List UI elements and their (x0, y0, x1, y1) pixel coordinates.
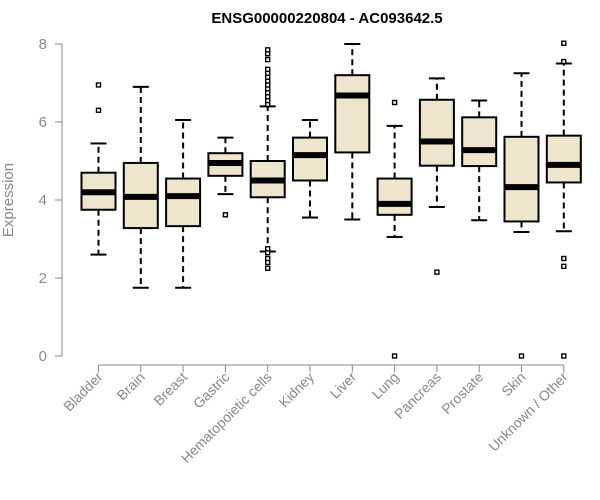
y-tick-label-6: 6 (39, 114, 47, 131)
outlier-point (265, 246, 271, 252)
box-bladder (80, 82, 117, 256)
box-liver (334, 43, 371, 221)
iqr-box (461, 116, 498, 168)
y-axis: 0 2 4 6 8 (39, 36, 63, 365)
iqr-box (334, 74, 371, 154)
x-tick-label-unknown-other: Unknown / Other (485, 369, 571, 455)
y-tick-label-4: 4 (39, 192, 47, 209)
outlier-point (95, 82, 102, 88)
outlier-point (518, 353, 525, 359)
iqr-box (503, 135, 540, 223)
iqr-box (418, 98, 455, 167)
x-tick-label-bladder: Bladder (60, 369, 106, 415)
x-tick-label-breast: Breast (150, 369, 190, 409)
outlier-point (391, 353, 398, 359)
outlier-point (561, 353, 567, 359)
box-prostate (461, 99, 498, 222)
iqr-box (376, 177, 413, 216)
y-tick-label-0: 0 (39, 348, 47, 365)
outlier-point (434, 269, 440, 275)
box-unknown-other (545, 40, 582, 359)
outlier-point (265, 47, 271, 53)
outlier-point (265, 66, 271, 73)
x-tick-label-skin: Skin (498, 369, 529, 400)
outlier-point (561, 263, 567, 269)
box-breast (165, 119, 202, 289)
outlier-point (561, 58, 567, 65)
outlier-point (265, 255, 271, 262)
x-tick-label-lung: Lung (368, 369, 401, 402)
x-tick-label-prostate: Prostate (438, 369, 486, 417)
iqr-box (545, 134, 582, 184)
boxes-group (80, 40, 582, 359)
iqr-box (292, 136, 328, 182)
box-skin (503, 72, 540, 359)
outlier-point (561, 255, 567, 262)
y-tick-label-2: 2 (39, 270, 47, 287)
box-gastric (207, 136, 244, 218)
y-axis-label: Expression (0, 163, 17, 237)
box-brain (122, 85, 159, 289)
outlier-point (265, 56, 271, 63)
x-tick-label-liver: Liver (327, 369, 360, 402)
outlier-point (222, 212, 229, 218)
iqr-box (165, 177, 202, 228)
outlier-point (265, 265, 271, 271)
x-tick-label-pancreas: Pancreas (391, 369, 444, 422)
y-tick-label-8: 8 (39, 36, 47, 53)
chart-title: ENSG00000220804 - AC093642.5 (211, 10, 442, 27)
box-lung (376, 99, 413, 359)
box-kidney (292, 119, 328, 219)
outlier-point (561, 40, 567, 46)
x-tick-label-kidney: Kidney (276, 369, 318, 411)
box-hematopoietic-cells (249, 47, 286, 271)
x-tick-label-brain: Brain (113, 369, 147, 403)
box-pancreas (418, 77, 455, 275)
outlier-point (391, 99, 398, 106)
outlier-point (95, 107, 102, 114)
